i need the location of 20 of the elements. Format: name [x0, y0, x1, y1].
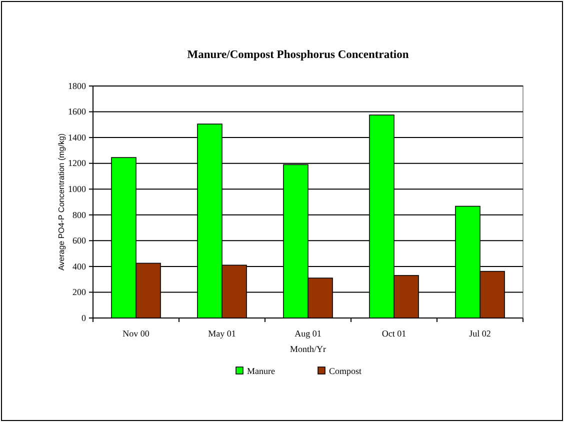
y-tick-label: 400	[72, 261, 86, 272]
x-tick-label: Oct 01	[382, 328, 406, 338]
y-tick-label: 600	[72, 236, 86, 246]
x-tick-label: May 01	[208, 328, 236, 338]
chart-title: Manure/Compost Phosphorus Concentration	[187, 49, 410, 61]
y-tick-label: 1200	[68, 158, 86, 168]
x-tick-label: Aug 01	[294, 328, 322, 338]
y-tick-label: 1600	[68, 106, 86, 117]
y-tick-label: 1400	[68, 132, 86, 142]
x-tick-label: Jul 02	[469, 328, 491, 338]
x-tick-label: Nov 00	[122, 328, 150, 338]
legend-label: Compost	[329, 366, 362, 376]
y-axis-title: Average PO4-P Concentration (mg/kg)	[57, 133, 66, 271]
y-tick-label: 1000	[68, 184, 86, 194]
y-tick-label: 800	[72, 210, 86, 220]
y-tick-label: 1800	[68, 80, 86, 91]
x-axis-title: Month/Yr	[290, 344, 326, 354]
y-tick-label: 200	[72, 287, 86, 298]
y-tick-label: 0	[82, 312, 86, 323]
legend-label: Manure	[247, 366, 275, 376]
